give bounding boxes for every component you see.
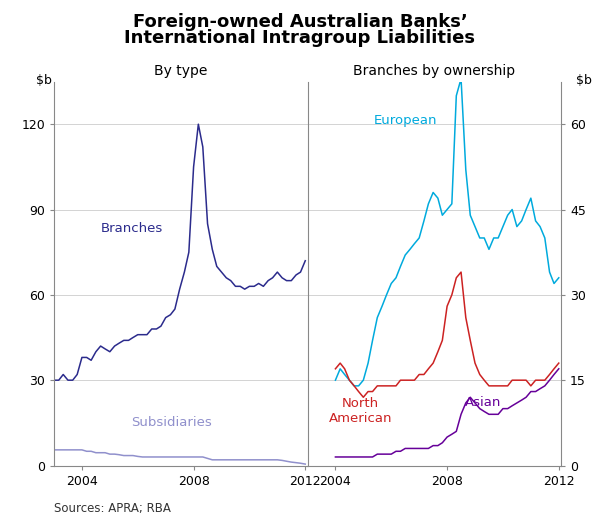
Text: International Intragroup Liabilities: International Intragroup Liabilities bbox=[125, 29, 476, 47]
Title: Branches by ownership: Branches by ownership bbox=[353, 64, 515, 78]
Text: Branches: Branches bbox=[101, 222, 163, 235]
Text: North
American: North American bbox=[329, 397, 392, 425]
Title: By type: By type bbox=[154, 64, 208, 78]
Text: Subsidiaries: Subsidiaries bbox=[131, 416, 212, 429]
Y-axis label: $b: $b bbox=[35, 74, 52, 87]
Y-axis label: $b: $b bbox=[576, 74, 592, 87]
Text: Asian: Asian bbox=[465, 396, 502, 409]
Text: Foreign-owned Australian Banks’: Foreign-owned Australian Banks’ bbox=[133, 13, 467, 31]
Text: Sources: APRA; RBA: Sources: APRA; RBA bbox=[54, 502, 171, 515]
Text: European: European bbox=[373, 114, 437, 127]
